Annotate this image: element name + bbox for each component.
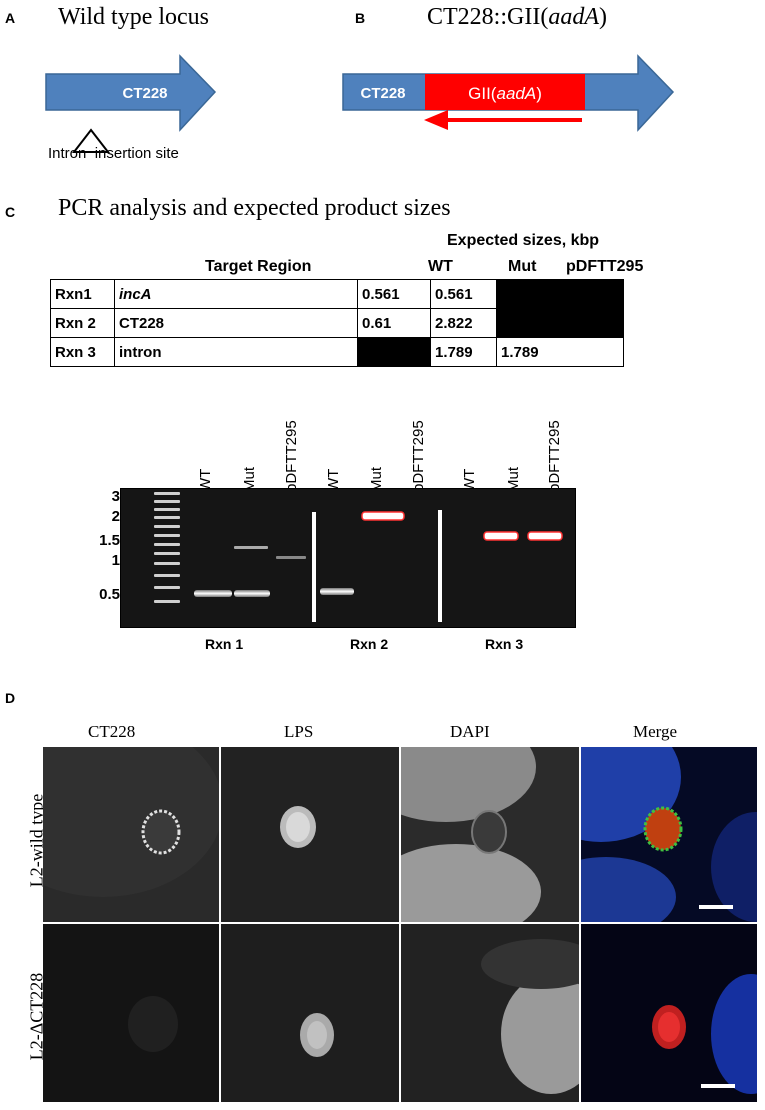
merged-inclusion <box>643 806 683 852</box>
mut-size: 2.822 <box>430 308 497 338</box>
rxn-2-label: Rxn 2 <box>350 636 389 652</box>
pcr-table: Rxn1 incA 0.561 0.561 Rxn 2 CT228 0.61 2… <box>50 279 624 367</box>
ct228-mutant-label: CT228 <box>360 85 405 102</box>
ladder-label-3: 3 <box>111 488 120 505</box>
agarose-gel-image <box>120 488 576 628</box>
gel-separator-2 <box>438 510 442 622</box>
panel-c-title: PCR analysis and expected product sizes <box>58 195 451 221</box>
col-label-ct228: CT228 <box>88 722 136 741</box>
band-rxn1-mut-upper <box>234 546 268 549</box>
band-rxn3-pdftt295 <box>527 531 563 541</box>
mut-size: 1.789 <box>430 337 497 367</box>
rxn-label: Rxn 2 <box>50 308 115 338</box>
scale-bar <box>701 1084 735 1088</box>
dna-ladder <box>154 492 180 603</box>
ladder-label-0-5: 0.5 <box>99 586 120 603</box>
expected-sizes-header: Expected sizes, kbp <box>447 232 600 249</box>
insertion-site-triangle <box>71 128 111 153</box>
rxn-3-label: Rxn 3 <box>485 636 524 652</box>
micrograph-mutant-dapi <box>401 924 579 1102</box>
micrograph-wt-merge <box>581 747 757 922</box>
ct228-gene-label: CT228 <box>122 85 167 102</box>
lane-label-pdftt295-3: pDFTT295 <box>546 420 563 492</box>
table-row: Rxn 2 CT228 0.61 2.822 <box>50 308 624 338</box>
band-rxn1-wt <box>194 590 232 597</box>
col-label-merge: Merge <box>633 722 678 741</box>
band-rxn2-wt <box>320 588 354 595</box>
col-header-pdftt295: pDFTT295 <box>566 258 644 275</box>
col-header-wt: WT <box>428 258 453 275</box>
band-rxn3-mut <box>483 531 519 541</box>
panel-c-letter: C <box>5 204 16 220</box>
target-region-header: Target Region <box>205 258 312 275</box>
target-region: incA <box>114 279 358 309</box>
gii-insert-label: GII(aadA) <box>468 84 542 103</box>
mut-size: 0.561 <box>430 279 497 309</box>
band-rxn1-mut <box>234 590 270 597</box>
band-rxn1-pdftt295 <box>276 556 306 559</box>
col-header-mut: Mut <box>508 258 537 275</box>
ladder-label-1-5: 1.5 <box>99 532 120 549</box>
wt-size-empty <box>357 337 431 367</box>
ladder-label-1: 1 <box>111 552 120 569</box>
band-rxn2-mut <box>361 511 405 521</box>
rxn-1-label: Rxn 1 <box>205 636 244 652</box>
panel-d-letter: D <box>5 690 16 706</box>
target-region: CT228 <box>114 308 358 338</box>
panel-b-title: CT228::GII(aadA) <box>427 4 607 30</box>
pdftt295-size-empty <box>496 308 624 338</box>
ladder-label-2: 2 <box>111 508 120 525</box>
pdftt295-size: 1.789 <box>496 337 624 367</box>
gel-background <box>120 488 576 628</box>
insertion-site-label: Intron insertion site <box>48 145 179 162</box>
intron-orientation-arrow-head <box>424 110 448 130</box>
micrograph-wt-ct228 <box>43 747 219 922</box>
rxn-label: Rxn 3 <box>50 337 115 367</box>
inclusion-ring <box>141 809 181 855</box>
panel-b-letter: B <box>355 10 366 26</box>
micrograph-wt-dapi <box>401 747 579 922</box>
wild-type-locus-diagram: CT228 <box>45 54 217 153</box>
table-row: Rxn 3 intron 1.789 1.789 <box>50 337 624 367</box>
target-region: intron <box>114 337 358 367</box>
panel-a-title: Wild type locus <box>58 4 210 30</box>
lane-label-pdftt295-1: pDFTT295 <box>283 420 300 492</box>
scale-bar <box>699 905 733 909</box>
col-label-dapi: DAPI <box>450 722 490 741</box>
panel-a-letter: A <box>5 10 16 26</box>
micrograph-mutant-lps <box>221 924 399 1102</box>
table-row: Rxn1 incA 0.561 0.561 <box>50 279 624 309</box>
wt-size: 0.61 <box>357 308 431 338</box>
micrograph-wt-lps <box>221 747 399 922</box>
wt-size: 0.561 <box>357 279 431 309</box>
lane-label-pdftt295-2: pDFTT295 <box>410 420 427 492</box>
pdftt295-size-empty <box>496 279 624 309</box>
rxn-label: Rxn1 <box>50 279 115 309</box>
gii-insert-box <box>425 74 585 110</box>
micrograph-mutant-ct228 <box>43 924 219 1102</box>
mutant-locus-diagram: CT228 GII(aadA) <box>342 54 675 132</box>
col-label-lps: LPS <box>284 722 314 741</box>
gel-separator-1 <box>312 512 316 622</box>
ct228-gene-arrow <box>45 54 217 132</box>
micrograph-mutant-merge <box>581 924 757 1102</box>
